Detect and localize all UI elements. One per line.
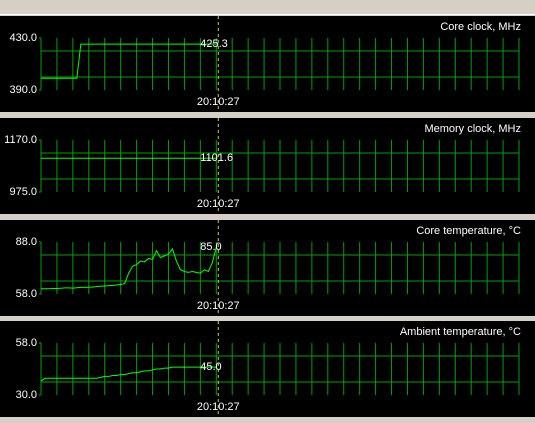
panel-title: Memory clock, MHz	[424, 123, 521, 135]
y-tick-label: 390.0	[9, 84, 37, 96]
cursor-value-label: 1101.6	[200, 152, 233, 164]
cursor-value-label: 425.3	[200, 38, 228, 50]
data-line	[40, 366, 217, 382]
cursor-value-label: 85.0	[200, 241, 221, 253]
cursor-time-label: 20:10:27	[197, 300, 240, 312]
panel-title: Core temperature, °C	[416, 225, 521, 237]
y-tick-label: 88.0	[16, 236, 37, 248]
cursor-time-label: 20:10:27	[197, 198, 240, 210]
y-tick-label: 1170.0	[4, 134, 37, 146]
cursor-time-label: 20:10:27	[197, 96, 240, 108]
top-strip	[0, 0, 535, 14]
y-tick-label: 58.0	[16, 337, 37, 349]
y-tick-label: 58.0	[16, 288, 37, 300]
cursor-value-label: 45.0	[200, 361, 221, 373]
cursor-time-label: 20:10:27	[197, 401, 240, 413]
data-line	[41, 43, 217, 79]
panel-title: Ambient temperature, °C	[400, 326, 521, 338]
y-tick-label: 975.0	[9, 186, 37, 198]
panel-title: Core clock, MHz	[440, 21, 521, 33]
data-line	[41, 247, 217, 290]
y-tick-label: 30.0	[16, 389, 37, 401]
y-tick-label: 430.0	[9, 32, 37, 44]
